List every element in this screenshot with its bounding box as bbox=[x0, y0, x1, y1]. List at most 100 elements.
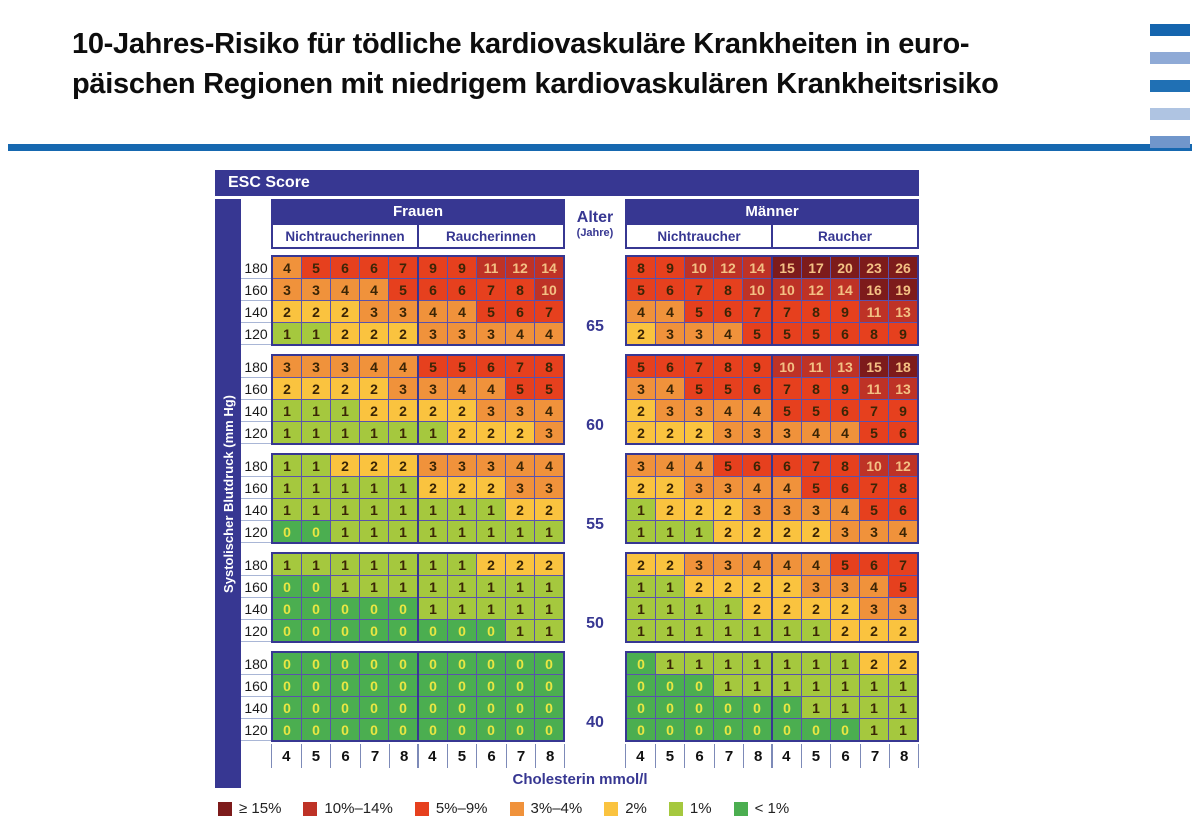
risk-cell: 1 bbox=[506, 576, 534, 597]
risk-cell: 0 bbox=[627, 653, 655, 674]
risk-cell: 0 bbox=[506, 719, 534, 740]
risk-cell: 1 bbox=[419, 499, 447, 520]
legend-swatch bbox=[668, 801, 683, 816]
decor-bars bbox=[1150, 24, 1190, 164]
risk-cell: 4 bbox=[714, 323, 742, 344]
bp-label: 160 bbox=[241, 576, 271, 598]
risk-cell: 1 bbox=[360, 554, 388, 575]
risk-cell: 5 bbox=[743, 323, 771, 344]
risk-cell: 1 bbox=[302, 554, 330, 575]
chol-tick: 8 bbox=[889, 744, 919, 768]
risk-cell: 4 bbox=[831, 499, 859, 520]
risk-cell: 5 bbox=[773, 323, 801, 344]
bp-label: 180 bbox=[241, 257, 271, 279]
risk-cell: 9 bbox=[889, 323, 917, 344]
risk-cell: 2 bbox=[656, 499, 684, 520]
y-axis-label: Systolischer Blutdruck (mm Hg) bbox=[220, 394, 236, 593]
age-label: 50 bbox=[586, 615, 604, 632]
risk-cell: 1 bbox=[302, 477, 330, 498]
risk-cell: 1 bbox=[360, 576, 388, 597]
risk-cell: 2 bbox=[448, 400, 476, 421]
risk-cell: 1 bbox=[389, 521, 417, 542]
chol-tick: 6 bbox=[330, 744, 360, 768]
bp-label: 160 bbox=[241, 279, 271, 301]
risk-cell: 5 bbox=[685, 378, 713, 399]
risk-cell: 1 bbox=[831, 653, 859, 674]
legend-item: 5%–9% bbox=[414, 800, 488, 817]
risk-cell: 0 bbox=[685, 675, 713, 696]
risk-cell: 0 bbox=[273, 719, 301, 740]
risk-cell: 6 bbox=[477, 356, 505, 377]
legend-swatch bbox=[604, 801, 619, 816]
risk-cell: 6 bbox=[419, 279, 447, 300]
risk-cell: 3 bbox=[273, 279, 301, 300]
table-header: Frauen Männer Nichtraucherinnen Raucheri… bbox=[241, 199, 919, 249]
risk-cell: 1 bbox=[389, 499, 417, 520]
risk-cell: 1 bbox=[685, 653, 713, 674]
risk-cell: 2 bbox=[656, 477, 684, 498]
risk-cell: 7 bbox=[743, 301, 771, 322]
risk-cell: 3 bbox=[685, 400, 713, 421]
risk-cell: 3 bbox=[477, 455, 505, 476]
risk-cell: 4 bbox=[714, 400, 742, 421]
grid-maenner-raucher: 6 7 8 10 12 4 5 6 7 8 3 3 4 5 6 2 2 3 3 4 bbox=[771, 453, 919, 544]
chol-tick: 8 bbox=[389, 744, 419, 768]
risk-cell: 1 bbox=[273, 477, 301, 498]
risk-cell: 1 bbox=[302, 455, 330, 476]
risk-cell: 0 bbox=[656, 697, 684, 718]
risk-cell: 3 bbox=[743, 499, 771, 520]
risk-cell: 0 bbox=[419, 697, 447, 718]
risk-cell: 2 bbox=[331, 378, 359, 399]
risk-cell: 3 bbox=[506, 477, 534, 498]
risk-cell: 4 bbox=[656, 455, 684, 476]
risk-cell: 1 bbox=[627, 598, 655, 619]
risk-cell: 2 bbox=[360, 400, 388, 421]
risk-cell: 7 bbox=[889, 554, 917, 575]
risk-cell: 2 bbox=[477, 554, 505, 575]
legend-item: 2% bbox=[604, 800, 647, 817]
risk-cell: 1 bbox=[331, 422, 359, 443]
legend-item: 1% bbox=[668, 800, 712, 817]
risk-cell: 0 bbox=[743, 719, 771, 740]
risk-cell: 1 bbox=[656, 576, 684, 597]
alter-header: Alter (Jahre) bbox=[565, 199, 625, 249]
risk-cell: 1 bbox=[889, 697, 917, 718]
title-line2: päischen Regionen mit niedrigem kardiova… bbox=[72, 68, 999, 101]
risk-cell: 5 bbox=[535, 378, 563, 399]
risk-cell: 15 bbox=[773, 257, 801, 278]
risk-cell: 5 bbox=[802, 323, 830, 344]
risk-cell: 1 bbox=[419, 554, 447, 575]
risk-cell: 2 bbox=[773, 598, 801, 619]
risk-cell: 1 bbox=[773, 620, 801, 641]
age-label: 55 bbox=[586, 516, 604, 533]
risk-cell: 3 bbox=[860, 521, 888, 542]
risk-cell: 0 bbox=[506, 697, 534, 718]
alter-label: Alter bbox=[576, 209, 614, 227]
risk-cell: 4 bbox=[627, 301, 655, 322]
risk-cell: 4 bbox=[419, 301, 447, 322]
risk-cell: 2 bbox=[656, 422, 684, 443]
risk-cell: 17 bbox=[802, 257, 830, 278]
bp-label: 180 bbox=[241, 653, 271, 675]
risk-cell: 0 bbox=[535, 719, 563, 740]
risk-cell: 2 bbox=[860, 620, 888, 641]
risk-cell: 0 bbox=[389, 675, 417, 696]
risk-cell: 3 bbox=[802, 576, 830, 597]
risk-cell: 1 bbox=[477, 499, 505, 520]
bp-label: 120 bbox=[241, 521, 271, 543]
risk-cell: 3 bbox=[389, 378, 417, 399]
risk-cell: 5 bbox=[860, 422, 888, 443]
bp-label: 180 bbox=[241, 356, 271, 378]
risk-cell: 5 bbox=[448, 356, 476, 377]
risk-cell: 1 bbox=[860, 697, 888, 718]
risk-cell: 7 bbox=[860, 477, 888, 498]
risk-cell: 3 bbox=[656, 323, 684, 344]
risk-cell: 0 bbox=[331, 653, 359, 674]
chol-tick: 4 bbox=[625, 744, 655, 768]
risk-cell: 2 bbox=[685, 499, 713, 520]
